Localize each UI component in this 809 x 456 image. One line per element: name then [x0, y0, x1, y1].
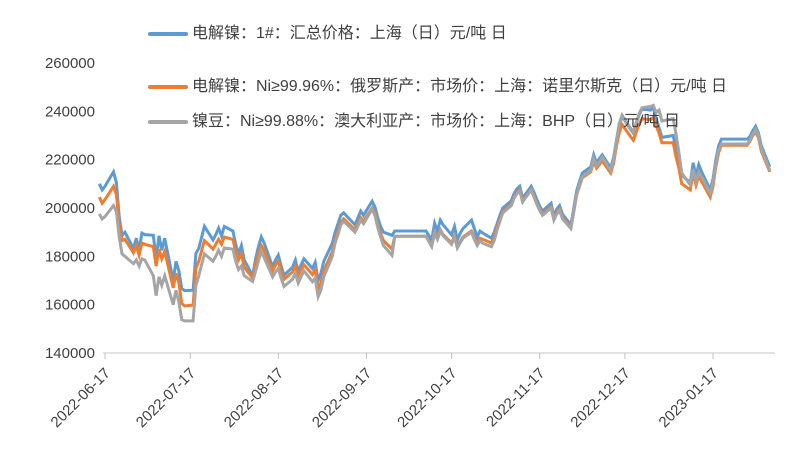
series-line-3 [98, 103, 772, 323]
y-axis-label: 200000 [45, 200, 95, 217]
x-axis-label: 2022-07-17 [133, 365, 199, 431]
x-axis-label: 2023-01-17 [656, 365, 722, 431]
legend-label: 电解镍：Ni≥99.96%：俄罗斯产：市场价：上海：诺里尔斯克（日）元/吨 日 [192, 78, 728, 95]
series-1-line-swatch [148, 32, 188, 36]
legend-label: 电解镍：1#：汇总价格：上海（日）元/吨 日 [192, 25, 507, 42]
x-axis-label: 2022-09-17 [309, 365, 375, 431]
y-axis-label: 260000 [45, 55, 95, 72]
x-axis-label: 2022-11-17 [483, 365, 548, 430]
y-axis-label: 240000 [45, 103, 95, 120]
x-axis-label: 2022-10-17 [394, 365, 460, 431]
x-axis-label: 2022-08-17 [221, 365, 287, 431]
series-2-line-swatch [148, 85, 188, 89]
y-axis-label: 220000 [45, 152, 95, 169]
legend-item-nickel-beans-australia: 镍豆：Ni≥99.88%：澳大利亚产：市场价：上海：BHP（日）元/吨 日 [148, 110, 800, 133]
legend-item-electrolytic-nickel-russia: 电解镍：Ni≥99.96%：俄罗斯产：市场价：上海：诺里尔斯克（日）元/吨 日 [148, 75, 800, 98]
y-axis-label: 160000 [45, 297, 95, 314]
y-axis-label: 180000 [45, 248, 95, 265]
series-3-line-swatch [148, 120, 188, 124]
series-line-1 [97, 104, 772, 293]
x-axis-label: 2022-06-17 [48, 365, 114, 431]
y-axis-label: 140000 [45, 345, 95, 362]
legend-item-electrolytic-nickel-summary: 电解镍：1#：汇总价格：上海（日）元/吨 日 [148, 22, 800, 45]
series-line-2 [97, 114, 772, 308]
legend: 电解镍：1#：汇总价格：上海（日）元/吨 日 电解镍：Ni≥99.96%：俄罗斯… [148, 22, 800, 133]
legend-label: 镍豆：Ni≥99.88%：澳大利亚产：市场价：上海：BHP（日）元/吨 日 [192, 113, 680, 130]
x-axis-label: 2022-12-17 [567, 365, 633, 431]
